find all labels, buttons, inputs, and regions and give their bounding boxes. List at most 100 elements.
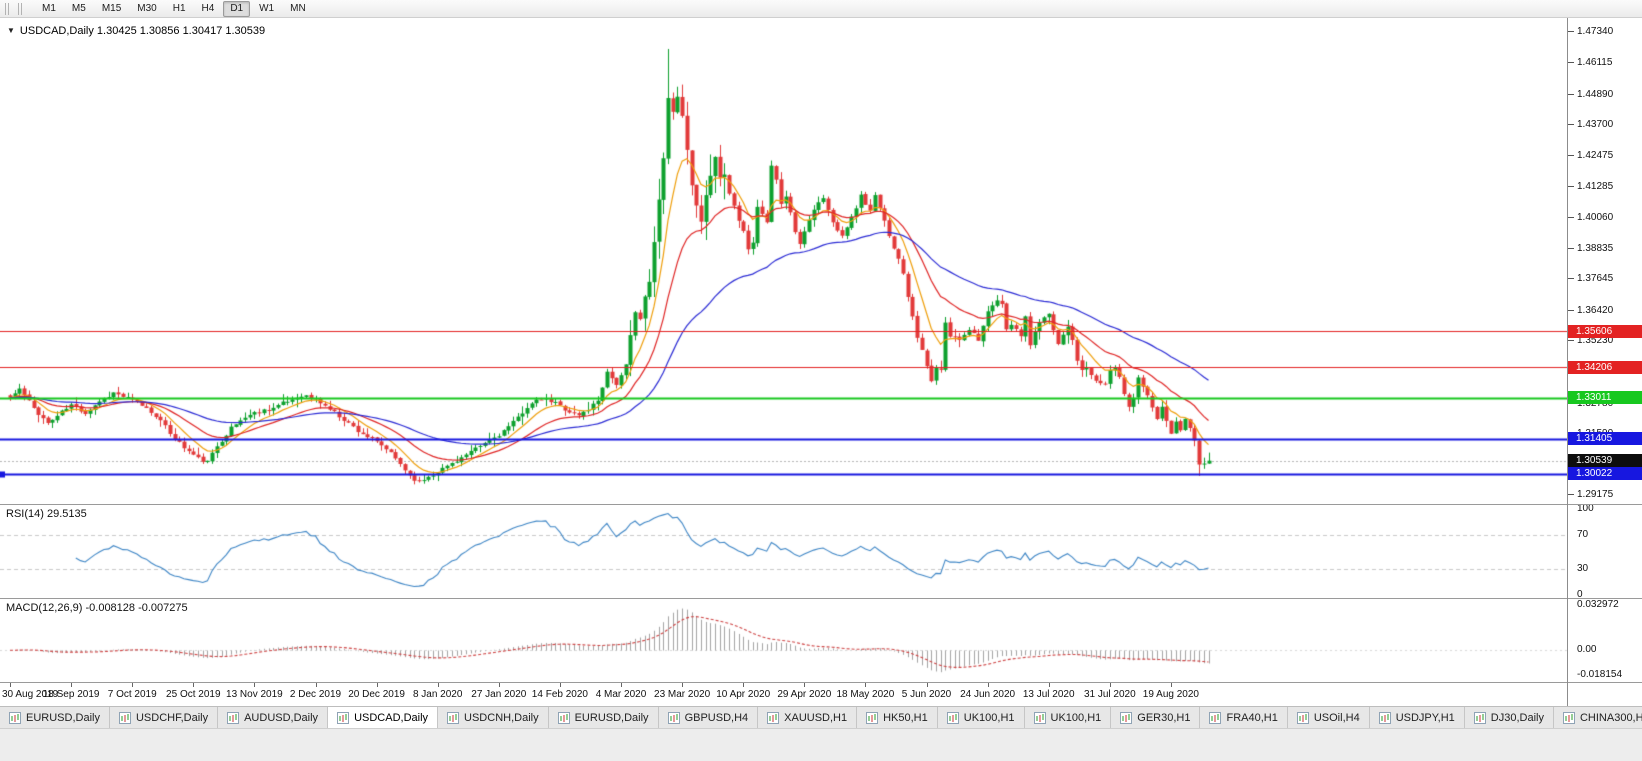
chart-menu-icon[interactable]: ▼ [7,26,15,35]
timeframe-button-m30[interactable]: M30 [137,2,157,14]
chart-tab-icon [1473,711,1486,724]
chart-tab-usdjpy-h1[interactable]: USDJPY,H1 [1370,707,1465,728]
timeframe-button-w1[interactable]: W1 [259,2,275,14]
price-tick-label: 1.37645 [1567,273,1614,285]
chart-header: ▼ USDCAD,Daily 1.30425 1.30856 1.30417 1… [7,25,265,37]
chart-tab-usdcad-daily[interactable]: USDCAD,Daily [328,707,439,728]
chart-tab-icon [337,711,350,724]
rsi-scale-label: 0 [1577,589,1583,600]
chart-tab-eurusd-daily[interactable]: EURUSD,Daily [0,707,110,728]
time-tick-mark [560,683,561,687]
chart-tab-icon [1296,711,1309,724]
price-tick-label: 1.38835 [1567,243,1614,255]
time-tick-label: 19 Aug 2020 [1142,689,1199,700]
time-tick-mark [1171,683,1172,687]
time-tick-mark [132,683,133,687]
chart-tab-usoil-h4[interactable]: USOil,H4 [1288,707,1370,728]
price-tick-label: 1.35230 [1567,335,1614,347]
chart-tab-uk100-h1[interactable]: UK100,H1 [938,707,1025,728]
chart-tab-icon [447,711,460,724]
chart-tab-hk50-h1[interactable]: HK50,H1 [857,707,938,728]
time-tick-label: 10 Apr 2020 [716,689,771,700]
chart-tab-icon [9,711,21,724]
timeframe-button-h4[interactable]: H4 [201,2,215,14]
price-tick-label: 1.42475 [1567,150,1614,162]
rsi-value: 29.5135 [46,508,87,520]
chart-tab-label: GER30,H1 [1137,711,1191,724]
chart-tab-fra40-h1[interactable]: FRA40,H1 [1200,707,1288,728]
level-price-badge: 1.35606 [1568,324,1642,338]
time-tick-mark [193,683,194,687]
chart-tab-uk100-h1[interactable]: UK100,H1 [1025,707,1112,728]
timeframe-button-d1[interactable]: D1 [223,0,251,17]
chart-tab-china300-h1[interactable]: CHINA300,H1 [1554,707,1642,728]
chart-tab-label: CHINA300,H1 [1579,711,1642,724]
price-tick-label: 1.29175 [1567,489,1614,501]
chart-tab-label: AUDUSD,Daily [244,711,319,724]
rsi-scale-label: 70 [1577,528,1589,540]
price-tick-label: 1.46115 [1567,57,1613,69]
chart-tab-label: HK50,H1 [883,711,928,724]
price-tick-label: 1.47340 [1567,26,1614,38]
chart-tab-audusd-daily[interactable]: AUDUSD,Daily [218,707,329,728]
macd-scale-label: -0.018154 [1577,669,1623,681]
chart-tab-label: GBPUSD,H4 [684,711,749,724]
time-tick-mark [71,683,72,687]
chart-tab-usdcnh-daily[interactable]: USDCNH,Daily [438,707,549,728]
chart-tab-ger30-h1[interactable]: GER30,H1 [1111,707,1201,728]
time-tick-label: 27 Jan 2020 [471,689,527,700]
chart-tab-usdchf-daily[interactable]: USDCHF,Daily [110,707,219,728]
macd-panel-divider[interactable] [0,598,1642,599]
chart-tab-label: USOil,H4 [1313,711,1360,724]
macd-header: MACD(12,26,9) -0.008128 -0.007275 [6,602,188,614]
time-tick-mark [10,683,11,687]
bottom-strip [0,729,1642,761]
time-tick-label: 13 Jul 2020 [1022,689,1075,700]
timeframe-button-m1[interactable]: M1 [42,2,56,14]
timeframe-button-m5[interactable]: M5 [71,2,86,14]
level-price-badge: 1.31405 [1568,432,1642,446]
time-tick-label: 30 Aug 2019 [2,689,59,700]
time-tick-label: 31 Jul 2020 [1083,689,1136,700]
time-tick-label: 23 Mar 2020 [654,689,711,700]
chart-tab-eurusd-daily[interactable]: EURUSD,Daily [549,707,659,728]
timeframe-button-h1[interactable]: H1 [172,2,186,14]
chart-tab-icon [557,711,570,724]
time-tick-label: 18 Sep 2019 [42,689,100,700]
time-tick-label: 24 Jun 2020 [960,689,1016,700]
time-tick-mark [254,683,255,687]
time-tick-label: 4 Mar 2020 [595,689,647,700]
chart-tab-label: USDJPY,H1 [1395,711,1455,724]
chart-tab-icon [118,711,131,724]
chart-tab-xauusd-h1[interactable]: XAUUSD,H1 [758,707,858,728]
time-axis[interactable]: 30 Aug 2019 18 Sep 2019 7 Oct 2019 25 Oct 2… [0,683,1568,706]
rsi-panel-divider[interactable] [0,504,1642,505]
time-tick-label: 13 Nov 2019 [226,689,283,700]
time-tick-label: 25 Oct 2019 [166,689,221,700]
chart-tab-icon [1033,711,1046,724]
chart-tab-icon [1562,711,1575,724]
chart-tab-icon [1209,711,1222,724]
chart-tab-gbpusd-h4[interactable]: GBPUSD,H4 [659,707,759,728]
time-tick-mark [804,683,805,687]
chart-tab-dj30-daily[interactable]: DJ30,Daily [1465,707,1554,728]
chart-tab-icon [227,711,240,724]
tabbar-top-divider [0,706,1642,707]
time-tick-mark [1049,683,1050,687]
chart-tab-icon [866,711,879,724]
price-chart-canvas[interactable] [0,18,1568,683]
time-tick-mark [1110,683,1111,687]
timeframe-button-mn[interactable]: MN [290,2,306,14]
time-axis-divider [0,682,1642,683]
toolbar-drag-handle[interactable] [5,2,9,15]
rsi-scale-label: 100 [1577,503,1594,514]
price-axis[interactable]: 1.47340 1.46115 1.44890 1.43700 1.42475 1.412… [1567,18,1642,706]
toolbar-drag-handle[interactable] [18,2,22,15]
chart-tab-icon [667,711,680,724]
timeframe-button-m15[interactable]: M15 [101,2,122,14]
time-tick-label: 18 May 2020 [836,689,895,700]
time-tick-label: 29 Apr 2020 [777,689,832,700]
macd-values: -0.008128 -0.007275 [85,602,188,614]
time-tick-label: 7 Oct 2019 [107,689,157,700]
